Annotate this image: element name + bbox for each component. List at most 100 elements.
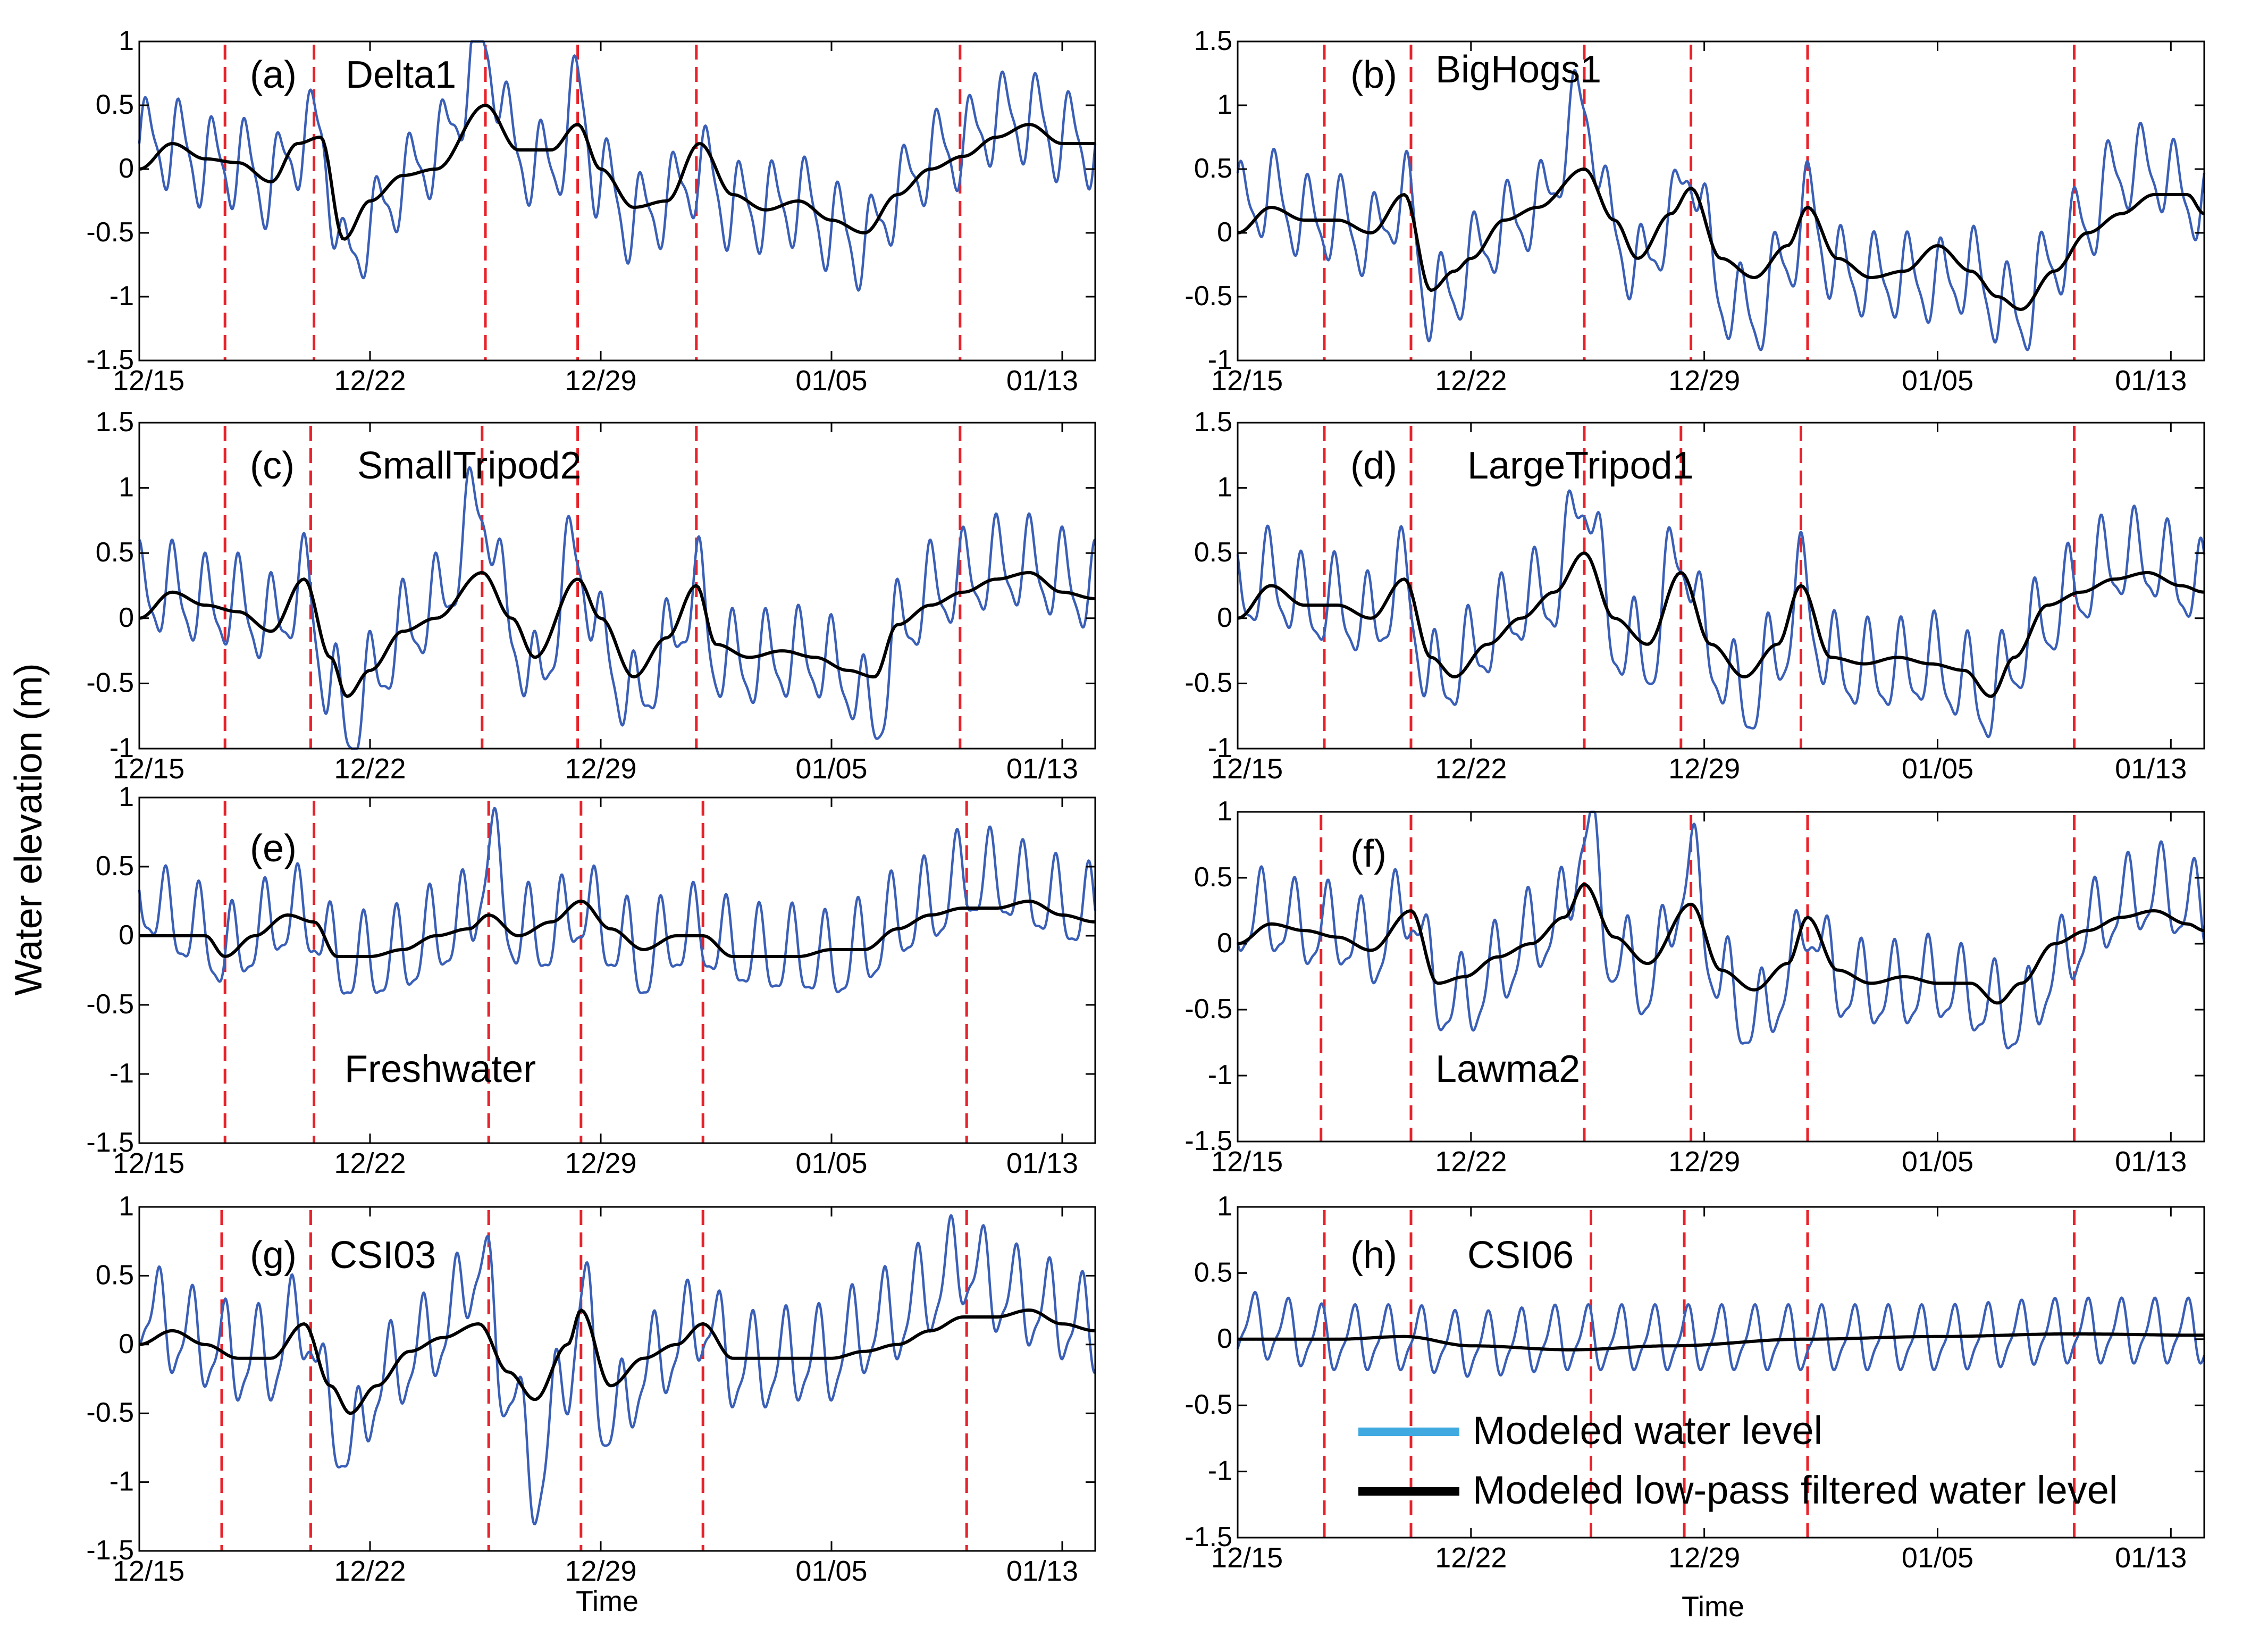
- x-tick-label: 01/13: [2115, 365, 2187, 397]
- series-raw-water-level: [1236, 1290, 2206, 1378]
- series-raw-water-level: [1236, 69, 2206, 351]
- series-raw-water-level: [138, 466, 1096, 750]
- x-tick-label: 01/13: [1006, 365, 1078, 397]
- y-tick-label: -1: [1208, 733, 1232, 763]
- panel-label: (h): [1350, 1234, 1397, 1277]
- x-tick-label: 01/05: [1902, 1542, 1973, 1574]
- x-axis-label-right: Time: [1682, 1591, 1744, 1623]
- x-tick-label: 12/15: [113, 1555, 184, 1587]
- panels: -1.5 -1 -0.5 0 0.5 1 12/15 12/22 12/29 01/05 01/13…: [86, 26, 2206, 1587]
- station-name: Freshwater: [345, 1048, 536, 1090]
- x-tick-label: 12/29: [1668, 365, 1740, 397]
- y-tick-label: -0.5: [86, 989, 134, 1020]
- y-tick-label: 0: [119, 153, 134, 184]
- axes-box: [138, 422, 1096, 750]
- y-tick-label: -1: [1208, 345, 1232, 375]
- x-tick-label: 01/13: [1006, 753, 1078, 785]
- y-tick-label: -1.5: [86, 1127, 134, 1158]
- series-raw-water-level: [138, 40, 1097, 292]
- panel-h: -1.5 -1 -0.5 0 0.5 1 12/15 12/22 12/29 01/05 01/13…: [1185, 1191, 2206, 1574]
- station-name: CSI06: [1467, 1234, 1574, 1277]
- x-axis-label-left: Time: [576, 1585, 639, 1617]
- y-tick-label: -0.5: [1185, 1389, 1232, 1420]
- y-tick-label: -0.5: [1185, 667, 1232, 698]
- x-tick-label: 12/15: [1211, 753, 1283, 785]
- x-tick-label: 01/13: [1006, 1147, 1078, 1179]
- y-tick-label: 1: [119, 472, 134, 503]
- y-tick-label: 1.5: [1194, 407, 1232, 438]
- y-tick-label: -0.5: [86, 667, 134, 698]
- y-tick-label: 1.5: [1194, 26, 1232, 56]
- x-tick-label: 12/15: [1211, 365, 1283, 397]
- station-name: Lawma2: [1435, 1048, 1580, 1090]
- series-lowpass-water-level: [1237, 167, 2205, 311]
- panel-label: (f): [1350, 833, 1387, 875]
- axes-box: [1237, 422, 2205, 750]
- x-tick-label: 12/22: [334, 1555, 406, 1587]
- axes-box: [138, 40, 1096, 362]
- panel-e: -1.5 -1 -0.5 0 0.5 1 12/15 12/22 12/29 01/05 01/13…: [86, 782, 1097, 1179]
- y-tick-label: 0: [1217, 1323, 1232, 1354]
- y-tick-label: 0: [119, 920, 134, 951]
- y-tick-label: 0.5: [1194, 862, 1232, 893]
- x-tick-label: 12/29: [1668, 753, 1740, 785]
- panel-a: -1.5 -1 -0.5 0 0.5 1 12/15 12/22 12/29 01/05 01/13…: [86, 26, 1097, 397]
- y-tick-label: 0.5: [96, 1260, 134, 1290]
- x-tick-label: 12/22: [1435, 1542, 1507, 1574]
- x-tick-label: 01/05: [795, 1147, 867, 1179]
- axes-box: [1237, 40, 2205, 362]
- x-tick-label: 01/05: [795, 753, 867, 785]
- y-tick-label: 1.5: [96, 407, 134, 438]
- x-tick-label: 12/15: [113, 365, 184, 397]
- y-tick-label: 0: [119, 602, 134, 633]
- x-tick-label: 01/13: [2115, 753, 2187, 785]
- station-name: CSI03: [330, 1234, 436, 1277]
- axes-box: [1237, 1206, 2205, 1539]
- y-tick-label: 0.5: [1194, 153, 1232, 184]
- y-tick-label: 1: [119, 26, 134, 56]
- axes-box: [1237, 811, 2205, 1143]
- panel-label: (c): [250, 444, 295, 487]
- y-tick-label: -0.5: [1185, 994, 1232, 1025]
- legend-label-raw: Modeled water level: [1473, 1408, 1822, 1453]
- panel-label: (a): [250, 54, 297, 96]
- series-lowpass-water-level: [1238, 1332, 2204, 1352]
- y-tick-label: -1.5: [86, 345, 134, 375]
- x-tick-label: 12/29: [565, 1147, 636, 1179]
- station-name: LargeTripod1: [1467, 444, 1694, 487]
- y-tick-label: 0.5: [96, 537, 134, 568]
- panel-b: -1 -0.5 0 0.5 1 1.5 12/15 12/22 12/29 01/05 01/13 (…: [1185, 26, 2206, 397]
- x-tick-label: 12/22: [1435, 1146, 1507, 1178]
- series-raw-water-level: [1236, 489, 2206, 739]
- y-tick-label: 0.5: [1194, 537, 1232, 568]
- series-lowpass-water-level: [139, 1308, 1096, 1415]
- series-raw-water-level: [138, 807, 1097, 995]
- station-name: SmallTripod2: [357, 444, 582, 487]
- panel-label: (d): [1350, 444, 1397, 487]
- y-tick-label: -1.5: [1185, 1126, 1232, 1156]
- panel-c: -1 -0.5 0 0.5 1 1.5 12/15 12/22 12/29 01/05 01/13 (…: [86, 407, 1096, 785]
- x-tick-label: 12/29: [565, 753, 636, 785]
- panel-label: (b): [1350, 54, 1397, 96]
- axes-box: [138, 796, 1096, 1144]
- axes-box: [138, 1206, 1096, 1552]
- y-tick-label: -1: [110, 733, 134, 763]
- y-tick-label: 0: [1217, 217, 1232, 248]
- y-tick-label: 0.5: [96, 89, 134, 120]
- y-axis-label: Water elevation (m): [7, 663, 50, 996]
- y-tick-label: -1.5: [86, 1535, 134, 1566]
- y-tick-label: -1.5: [1185, 1522, 1232, 1553]
- series-raw-water-level: [1236, 810, 2206, 1050]
- x-tick-label: 01/05: [1902, 1146, 1973, 1178]
- x-tick-label: 12/29: [1668, 1146, 1740, 1178]
- x-tick-label: 12/22: [334, 753, 406, 785]
- y-tick-label: -0.5: [86, 1397, 134, 1428]
- panel-label: (g): [250, 1234, 297, 1277]
- y-tick-label: -1: [110, 1058, 134, 1089]
- x-tick-label: 12/22: [334, 1147, 406, 1179]
- series-lowpass-water-level: [139, 900, 1096, 958]
- x-tick-label: 01/05: [795, 1555, 867, 1587]
- series-lowpass-water-level: [1237, 883, 2205, 1005]
- y-tick-label: -0.5: [86, 217, 134, 248]
